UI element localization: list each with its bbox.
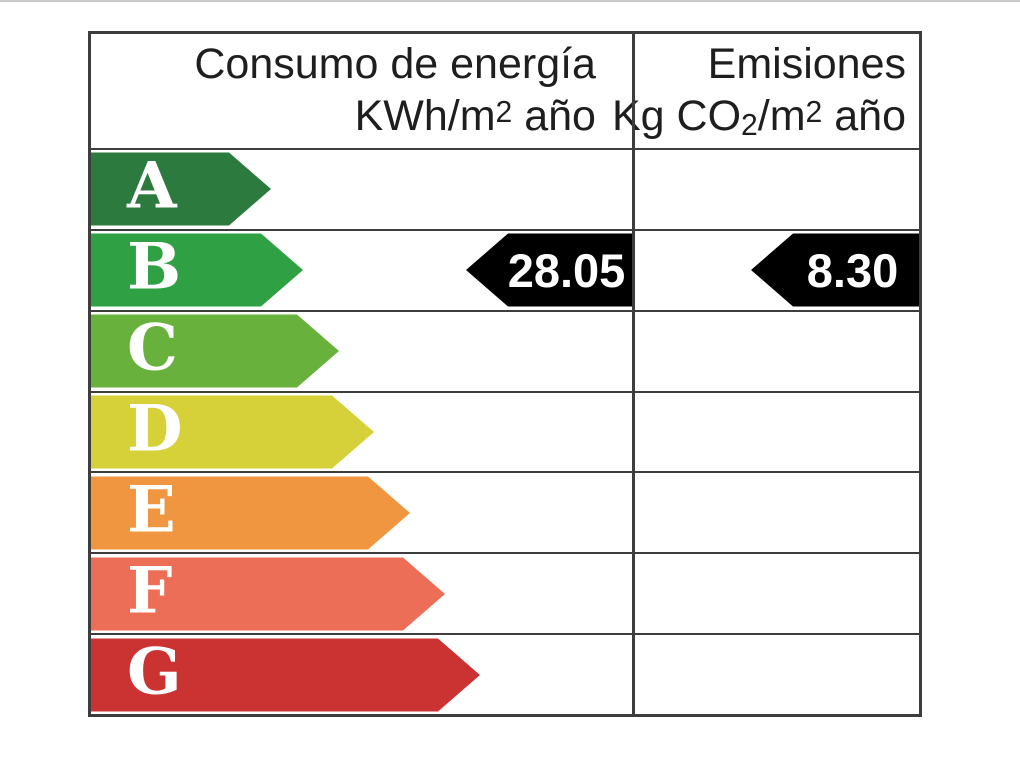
rating-arrow-c: [91, 314, 339, 388]
emisiones-unit-year: año: [822, 92, 906, 140]
consumo-unit-superscript: 2: [495, 95, 513, 129]
header-emisiones-units: Kg CO2/m2 año: [612, 91, 906, 143]
consumo-unit-text: KWh/m: [354, 92, 496, 140]
rating-row-a: A: [91, 150, 919, 231]
rating-row-c: C: [91, 312, 919, 393]
rating-arrow-f: [91, 557, 445, 631]
rating-arrow-b: [91, 233, 303, 307]
rating-row-f: F: [91, 553, 919, 636]
header-consumo-units: KWh/m2 año: [91, 91, 596, 143]
emissions-value-arrow-label: 8.30: [806, 243, 899, 297]
rating-arrow-d: [91, 395, 374, 469]
emissions-value-arrow: 8.30: [751, 233, 919, 307]
rating-row-g: G: [91, 635, 919, 714]
top-edge-line: [0, 0, 1020, 2]
rating-row-b: B 28.05 8.30: [91, 231, 919, 312]
header-emisiones-title: Emisiones: [707, 40, 906, 89]
header-emisiones: Emisiones Kg CO2/m2 año: [612, 34, 919, 148]
rating-letter: E: [127, 472, 176, 548]
rating-letter: G: [127, 634, 182, 710]
rating-letter: B: [127, 229, 182, 305]
column-divider: [632, 34, 635, 714]
consumption-value-arrow-label: 28.05: [507, 243, 626, 297]
rating-arrow-a: [91, 152, 271, 226]
header-consumo: Consumo de energía KWh/m2 año: [91, 34, 612, 148]
emisiones-unit-slash-m: /m: [757, 92, 806, 140]
rating-arrow-e: [91, 476, 410, 550]
rating-row-d: D: [91, 393, 919, 474]
rating-letter: F: [127, 553, 173, 629]
table-header: Consumo de energía KWh/m2 año Emisiones …: [91, 34, 919, 150]
rating-letter: D: [127, 391, 183, 467]
consumption-value-arrow: 28.05: [466, 233, 632, 307]
rating-letter: A: [127, 148, 177, 224]
rating-row-e: E: [91, 472, 919, 555]
consumo-unit-year: año: [512, 92, 596, 140]
rating-arrow-g: [91, 638, 480, 712]
energy-rating-table: Consumo de energía KWh/m2 año Emisiones …: [88, 31, 922, 717]
header-consumo-title: Consumo de energía: [194, 40, 596, 89]
rating-letter: C: [127, 310, 178, 386]
emisiones-unit-subscript: 2: [741, 109, 758, 143]
emisiones-unit-superscript: 2: [805, 95, 823, 129]
rating-rows: A B 28.05 8.30 C D E F G: [91, 150, 919, 714]
